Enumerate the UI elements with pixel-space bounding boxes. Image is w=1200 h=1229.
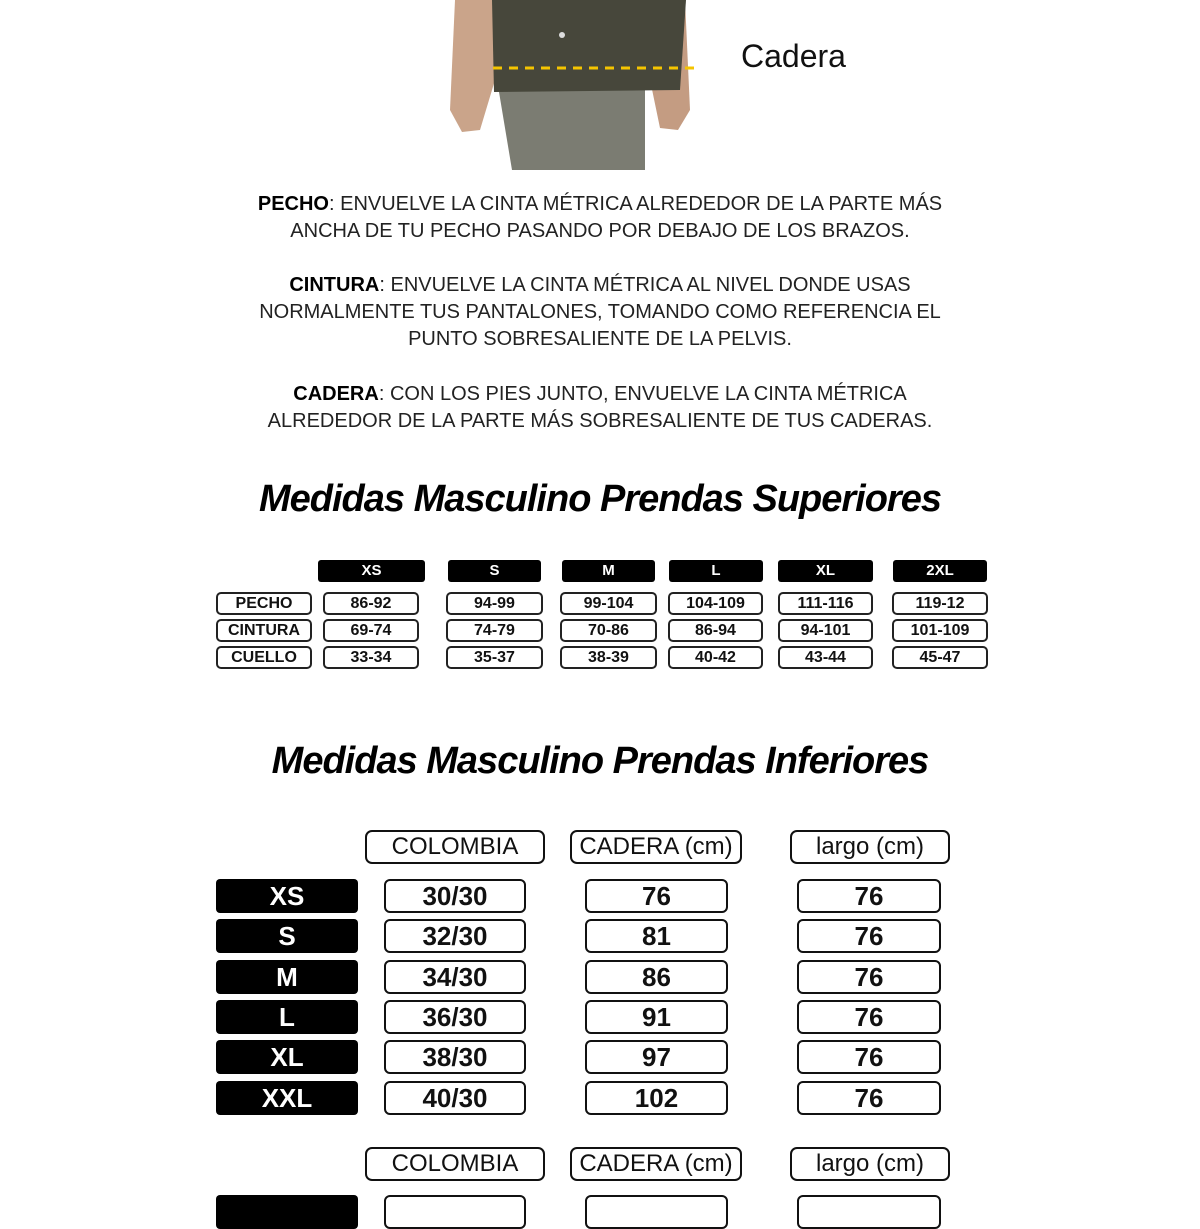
size-value: 76	[797, 1080, 941, 1115]
size-value: 94-101	[778, 619, 873, 642]
size-value: 86-94	[668, 619, 763, 642]
size-value: 119-12	[892, 592, 988, 615]
size-value: 45-47	[892, 646, 988, 669]
size-value: 40/30	[384, 1080, 526, 1115]
lower-title: Medidas Masculino Prendas Inferiores	[271, 740, 930, 782]
instruction-text: : ENVUELVE LA CINTA MÉTRICA ALREDEDOR DE…	[328, 193, 943, 215]
size-header: S	[448, 560, 541, 582]
size-value: 76	[797, 1040, 941, 1075]
size-value: 86-92	[323, 592, 419, 615]
size-value: 70-86	[560, 619, 657, 642]
size-value: 97	[585, 1040, 728, 1075]
instruction-text: ALREDEDOR DE LA PARTE MÁS SOBRESALIENTE …	[267, 410, 933, 432]
size-value: 40-42	[668, 646, 763, 669]
pants	[497, 80, 645, 170]
column-header: largo (cm)	[790, 830, 950, 864]
instruction-waist: CINTURA: ENVUELVE LA CINTA MÉTRICA AL NI…	[100, 272, 1100, 353]
model-photo	[450, 0, 700, 170]
instruction-text: PUNTO SOBRESALIENTE DE LA PELVIS.	[408, 328, 792, 350]
size-value: 30/30	[384, 879, 526, 913]
upper-title: Medidas Masculino Prendas Superiores	[259, 478, 942, 520]
term-chest: PECHO	[257, 193, 329, 215]
column-header: CADERA (cm)	[570, 1147, 742, 1181]
column-header: CADERA (cm)	[570, 830, 742, 864]
size-label: S	[216, 919, 358, 954]
shirt	[492, 0, 686, 92]
size-value: 91	[585, 999, 728, 1034]
size-label: XL	[216, 1040, 358, 1075]
column-header: COLOMBIA	[365, 830, 545, 864]
size-header: 2XL	[893, 560, 987, 582]
instruction-chest: PECHO: ENVUELVE LA CINTA MÉTRICA ALREDED…	[100, 191, 1100, 245]
size-header: XL	[778, 560, 873, 582]
size-value-partial	[384, 1195, 526, 1229]
size-value: 111-116	[778, 592, 873, 615]
size-value: 43-44	[778, 646, 873, 669]
size-value-partial	[585, 1195, 728, 1229]
size-value: 76	[797, 999, 941, 1034]
term-hip: CADERA	[293, 383, 379, 405]
column-header: largo (cm)	[790, 1147, 950, 1181]
size-label: L	[216, 999, 358, 1034]
size-value: 76	[585, 879, 728, 913]
size-label: XXL	[216, 1080, 358, 1115]
instruction-text: NORMALMENTE TUS PANTALONES, TOMANDO COMO…	[259, 301, 941, 323]
size-value: 81	[585, 919, 728, 954]
size-header: XS	[318, 560, 425, 582]
size-value: 94-99	[446, 592, 543, 615]
size-value: 74-79	[446, 619, 543, 642]
size-value: 36/30	[384, 999, 526, 1034]
size-value: 33-34	[323, 646, 419, 669]
instruction-hip: CADERA: CON LOS PIES JUNTO, ENVUELVE LA …	[100, 381, 1100, 435]
size-value: 99-104	[560, 592, 657, 615]
instruction-text: : CON LOS PIES JUNTO, ENVUELVE LA CINTA …	[378, 383, 907, 405]
row-label: PECHO	[216, 592, 312, 615]
size-value: 34/30	[384, 959, 526, 994]
instruction-text: ANCHA DE TU PECHO PASANDO POR DEBAJO DE …	[290, 220, 910, 242]
size-value: 104-109	[668, 592, 763, 615]
hip-label: Cadera	[741, 38, 846, 74]
size-value: 69-74	[323, 619, 419, 642]
size-value: 86	[585, 959, 728, 994]
size-header: M	[562, 560, 655, 582]
column-header: COLOMBIA	[365, 1147, 545, 1181]
size-value: 76	[797, 919, 941, 954]
size-value: 101-109	[892, 619, 988, 642]
size-value: 76	[797, 959, 941, 994]
size-label: M	[216, 959, 358, 994]
size-value-partial	[797, 1195, 941, 1229]
size-value: 32/30	[384, 919, 526, 954]
row-label: CINTURA	[216, 619, 312, 642]
size-value: 102	[585, 1080, 728, 1115]
size-value: 38-39	[560, 646, 657, 669]
size-label: XS	[216, 879, 358, 913]
size-value: 35-37	[446, 646, 543, 669]
term-waist: CINTURA	[289, 274, 380, 296]
row-label: CUELLO	[216, 646, 312, 669]
instruction-text: : ENVUELVE LA CINTA MÉTRICA AL NIVEL DON…	[379, 274, 911, 296]
size-header: L	[669, 560, 763, 582]
size-value: 38/30	[384, 1040, 526, 1075]
size-value: 76	[797, 879, 941, 913]
left-arm	[450, 0, 500, 132]
size-label-partial	[216, 1195, 358, 1229]
